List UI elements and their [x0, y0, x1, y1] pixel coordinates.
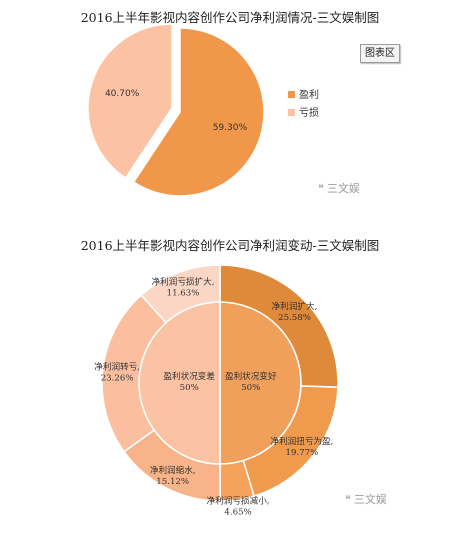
pie-slices: 59.30% 40.70%	[87, 23, 265, 197]
profit-change-sunburst-chart: 2016上半年影视内容创作公司净利润变动-三文娱制图 盈利状况变好 50%盈利状况…	[81, 238, 380, 518]
outer-segment	[140, 264, 221, 324]
pie-slice-profit	[132, 27, 265, 197]
watermark: ❝ 三文娱	[318, 180, 360, 196]
profit-pie-chart: 2016上半年影视内容创作公司净利润情况-三文娱制图 59.30%40.70% …	[81, 10, 380, 197]
chart-title: 2016上半年影视内容创作公司净利润情况-三文娱制图	[81, 10, 380, 25]
inner-segment-label: 盈利状况变好 50%	[225, 370, 277, 393]
sunburst-rings: 盈利状况变好 50% 盈利状况变差 50% 净利润扩大, 25.58% 净利润扭亏为盈, 19…	[94, 264, 339, 518]
outer-segment-label: 净利润扭亏为盈, 19.77%	[270, 435, 333, 458]
pie-slice-loss	[87, 23, 173, 180]
legend: 盈利 亏损	[288, 89, 319, 119]
chart-title: 2016上半年影视内容创作公司净利润变动-三文娱制图	[81, 238, 380, 253]
chart-area-chip[interactable]: 图表区	[360, 44, 400, 63]
watermark-text: 三文娱	[326, 182, 360, 195]
chat-bubble-icon: ❝	[345, 492, 351, 506]
watermark: ❝ 三文娱	[345, 491, 387, 507]
legend-swatch-loss	[288, 109, 295, 116]
watermark-text: 三文娱	[353, 493, 387, 506]
outer-segment-label: 净利润缩水, 15.12%	[150, 464, 196, 487]
legend-label-loss: 亏损	[299, 106, 319, 119]
data-label: 59.30%	[213, 123, 248, 133]
chat-bubble-icon: ❝	[318, 181, 324, 195]
legend-swatch-profit	[288, 91, 295, 98]
legend-label-profit: 盈利	[299, 89, 319, 101]
data-label: 40.70%	[105, 89, 140, 99]
outer-segment-label: 净利润转亏, 23.26%	[94, 361, 140, 384]
outer-segment-label: 净利润扩大, 25.58%	[272, 300, 318, 323]
outer-segment-label: 净利润亏损减小, 4.65%	[207, 495, 270, 518]
inner-segment-label: 盈利状况变差 50%	[163, 370, 215, 393]
outer-segment-label: 净利润亏损扩大, 11.63%	[152, 275, 215, 298]
